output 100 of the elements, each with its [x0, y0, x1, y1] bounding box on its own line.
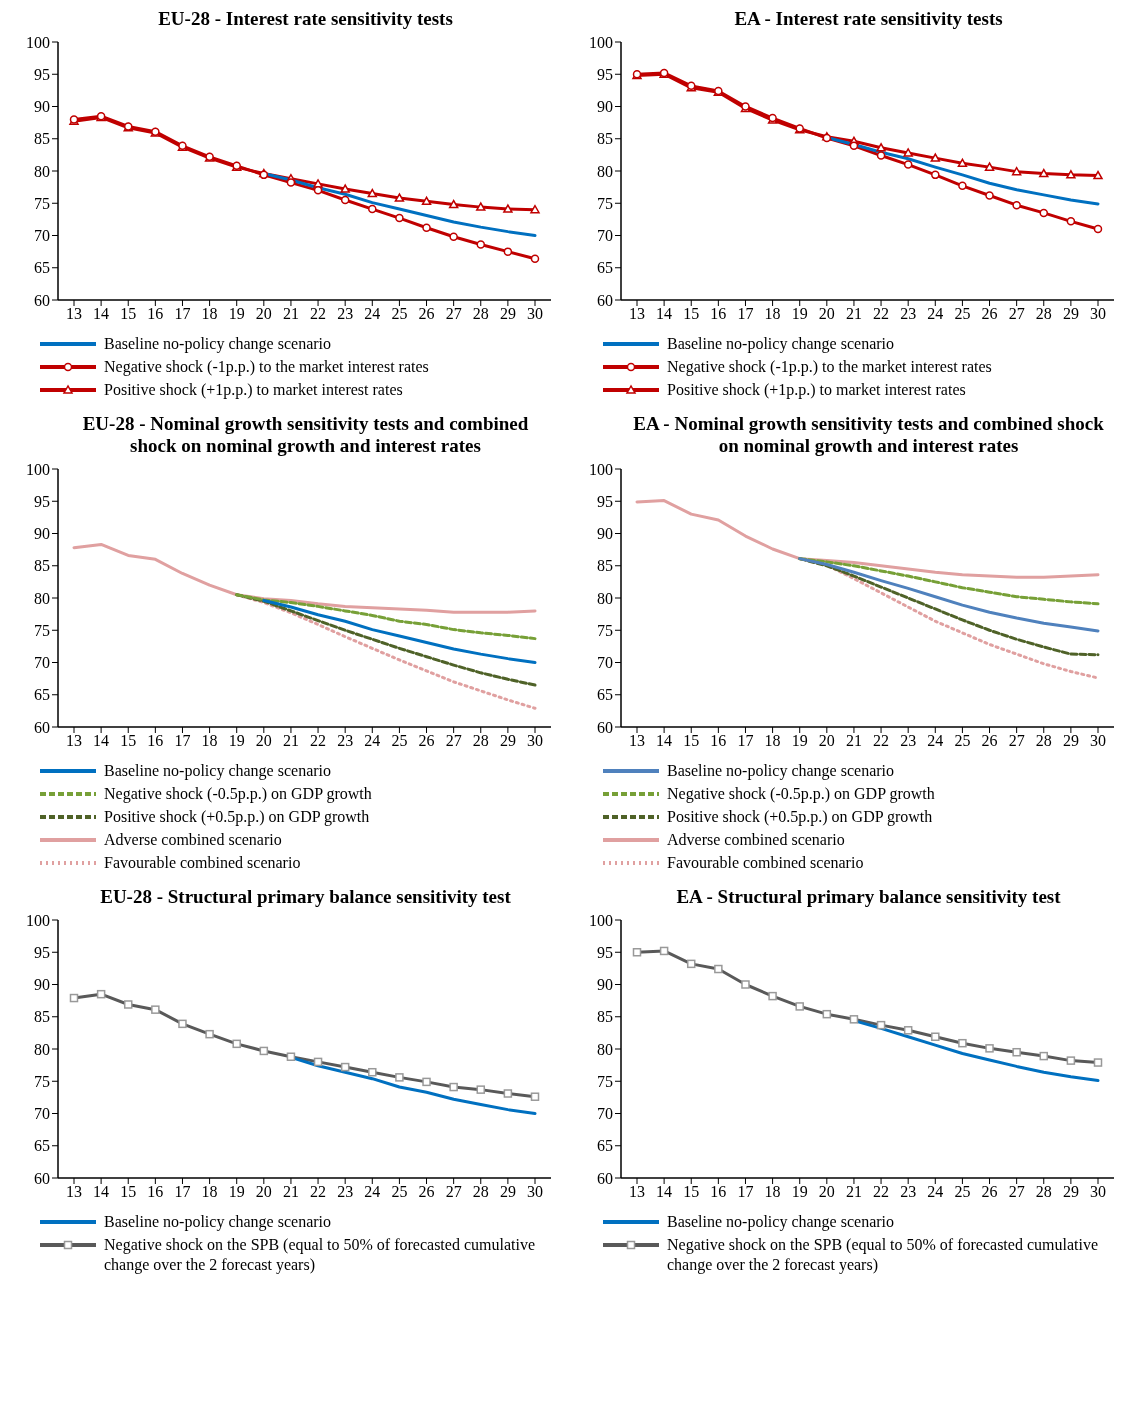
x-tick-label: 14: [656, 305, 673, 323]
x-tick-label: 13: [629, 1183, 645, 1201]
x-tick-label: 28: [472, 305, 489, 323]
x-tick-label: 19: [791, 305, 808, 323]
y-tick-label: 90: [597, 98, 613, 116]
x-tick-label: 21: [282, 1183, 299, 1201]
legend-label: Baseline no-policy change scenario: [103, 334, 332, 354]
x-tick-label: 23: [337, 305, 354, 323]
x-tick-label: 23: [337, 1183, 354, 1201]
y-tick-label: 70: [597, 227, 613, 245]
y-tick-label: 65: [34, 259, 50, 277]
y-tick-label: 65: [34, 686, 50, 704]
x-tick-label: 24: [927, 1183, 944, 1201]
y-tick-label: 95: [597, 943, 613, 961]
x-tick-label: 27: [445, 305, 462, 323]
x-tick-label: 30: [1090, 1183, 1106, 1201]
x-tick-label: 20: [255, 1183, 272, 1201]
x-tick-label: 19: [791, 732, 808, 750]
legend-label: Baseline no-policy change scenario: [666, 761, 895, 781]
x-tick-label: 26: [981, 732, 998, 750]
x-tick-label: 16: [147, 732, 164, 750]
legend-label: Negative shock (-0.5p.p.) on GDP growth: [103, 784, 372, 804]
legend-label: Baseline no-policy change scenario: [103, 761, 332, 781]
y-tick-label: 60: [597, 291, 613, 309]
chart-title: EA - Nominal growth sensitivity tests and combined shock on nominal growth and interest rates: [632, 413, 1105, 458]
y-tick-label: 65: [34, 1137, 50, 1155]
x-tick-label: 20: [818, 305, 835, 323]
x-tick-label: 17: [174, 1183, 191, 1201]
y-tick-label: 90: [597, 976, 613, 994]
x-tick-label: 15: [120, 732, 137, 750]
x-tick-label: 14: [656, 732, 673, 750]
x-tick-label: 24: [364, 1183, 381, 1201]
y-tick-label: 95: [597, 65, 613, 83]
y-tick-label: 60: [597, 1169, 613, 1187]
x-tick-label: 29: [499, 1183, 516, 1201]
y-tick-label: 60: [34, 291, 50, 309]
x-tick-label: 16: [710, 732, 727, 750]
y-tick-label: 80: [34, 162, 50, 180]
chart-title: EU-28 - Structural primary balance sensitivity test: [99, 886, 512, 909]
x-tick-label: 19: [791, 1183, 808, 1201]
x-tick-label: 24: [364, 732, 381, 750]
x-tick-label: 25: [391, 732, 408, 750]
x-tick-label: 21: [845, 1183, 862, 1201]
x-tick-label: 15: [683, 732, 700, 750]
x-tick-label: 26: [418, 732, 435, 750]
y-tick-label: 85: [34, 557, 50, 575]
x-tick-label: 27: [445, 1183, 462, 1201]
chart-title: EA - Interest rate sensitivity tests: [733, 8, 1004, 31]
legend-label: Positive shock (+0.5p.p.) on GDP growth: [103, 807, 370, 827]
y-tick-label: 80: [34, 589, 50, 607]
legend-label: Negative shock (-1p.p.) to the market interest rates: [666, 357, 992, 377]
x-tick-label: 21: [845, 732, 862, 750]
y-tick-label: 60: [34, 718, 50, 736]
x-tick-label: 30: [1090, 732, 1106, 750]
x-tick-label: 29: [499, 305, 516, 323]
x-tick-label: 14: [656, 1183, 673, 1201]
legend-label: Negative shock on the SPB (equal to 50% of forecasted cumulative change over the 2 forecast years): [103, 1235, 536, 1275]
x-tick-label: 30: [527, 305, 543, 323]
x-tick-label: 29: [1062, 1183, 1079, 1201]
x-tick-label: 18: [764, 732, 781, 750]
x-tick-label: 25: [954, 732, 971, 750]
x-tick-label: 19: [228, 305, 245, 323]
x-tick-label: 25: [954, 1183, 971, 1201]
x-tick-label: 29: [499, 732, 516, 750]
x-tick-label: 27: [445, 732, 462, 750]
y-tick-label: 85: [34, 130, 50, 148]
x-tick-label: 16: [710, 305, 727, 323]
y-tick-label: 80: [597, 589, 613, 607]
legend-label: Favourable combined scenario: [666, 853, 864, 873]
y-tick-label: 90: [34, 976, 50, 994]
y-tick-label: 85: [597, 130, 613, 148]
y-tick-label: 100: [589, 33, 613, 51]
y-tick-label: 60: [597, 718, 613, 736]
x-tick-label: 21: [282, 732, 299, 750]
x-tick-label: 19: [228, 1183, 245, 1201]
x-tick-label: 30: [527, 1183, 543, 1201]
x-tick-label: 20: [818, 732, 835, 750]
y-tick-label: 70: [597, 1105, 613, 1123]
x-tick-label: 13: [629, 305, 645, 323]
x-tick-label: 18: [201, 732, 218, 750]
x-tick-label: 15: [120, 305, 137, 323]
x-tick-label: 26: [981, 1183, 998, 1201]
x-tick-label: 14: [93, 305, 110, 323]
x-tick-label: 16: [710, 1183, 727, 1201]
x-tick-label: 18: [764, 1183, 781, 1201]
x-tick-label: 13: [66, 305, 82, 323]
legend-label: Positive shock (+1p.p.) to market interest rates: [666, 380, 966, 400]
y-tick-label: 70: [34, 227, 50, 245]
y-tick-label: 90: [34, 98, 50, 116]
x-tick-label: 14: [93, 1183, 110, 1201]
legend-label: Negative shock on the SPB (equal to 50% of forecasted cumulative change over the 2 forecast years): [666, 1235, 1099, 1275]
x-tick-label: 25: [391, 1183, 408, 1201]
x-tick-label: 24: [927, 732, 944, 750]
x-tick-label: 27: [1008, 1183, 1025, 1201]
legend-label: Favourable combined scenario: [103, 853, 301, 873]
y-tick-label: 95: [34, 492, 50, 510]
legend-label: Positive shock (+0.5p.p.) on GDP growth: [666, 807, 933, 827]
y-tick-label: 75: [597, 194, 613, 212]
x-tick-label: 17: [174, 305, 191, 323]
x-tick-label: 20: [255, 305, 272, 323]
